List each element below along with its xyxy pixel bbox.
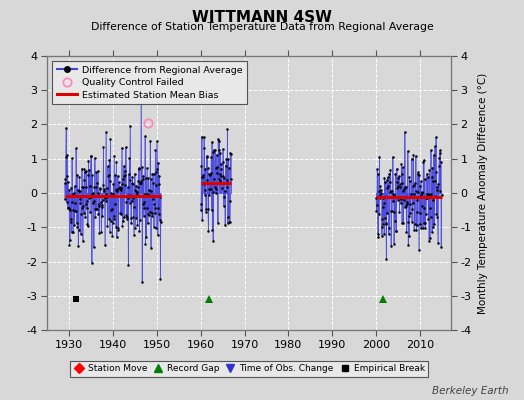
Legend: Station Move, Record Gap, Time of Obs. Change, Empirical Break: Station Move, Record Gap, Time of Obs. C…	[70, 360, 428, 377]
Y-axis label: Monthly Temperature Anomaly Difference (°C): Monthly Temperature Anomaly Difference (…	[478, 72, 488, 314]
Text: Difference of Station Temperature Data from Regional Average: Difference of Station Temperature Data f…	[91, 22, 433, 32]
Text: Berkeley Earth: Berkeley Earth	[432, 386, 508, 396]
Text: WITTMANN 4SW: WITTMANN 4SW	[192, 10, 332, 25]
